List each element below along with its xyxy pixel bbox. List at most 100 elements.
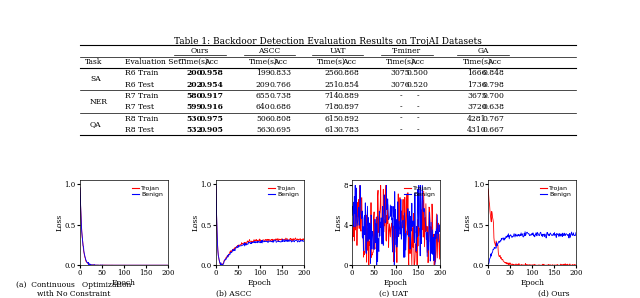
Text: 0.917: 0.917 [199,92,223,100]
Benign [429,236,437,239]
Text: (b) ASCC: (b) ASCC [216,290,252,298]
Text: R6 Train: R6 Train [125,69,158,77]
Trojan [572,263,580,267]
Text: 0.700: 0.700 [483,92,505,100]
Text: 0.958: 0.958 [199,69,223,77]
Trojan [300,237,308,240]
Text: 0.848: 0.848 [483,69,505,77]
Benign [212,183,220,187]
Benign [212,210,220,214]
Trojan [532,263,540,267]
Text: 580: 580 [186,92,202,100]
Y-axis label: Loss: Loss [55,214,63,232]
Benign [517,234,525,237]
Text: 0.667: 0.667 [483,126,505,134]
Text: 202: 202 [186,81,202,89]
Line: Benign: Benign [488,232,576,264]
Trojan [517,263,525,267]
Text: 3720: 3720 [467,103,487,111]
Text: 0.500: 0.500 [406,69,428,77]
Benign [250,240,257,244]
Trojan [91,263,99,267]
Text: Acc: Acc [410,58,424,66]
Benign [485,262,493,266]
Text: Acc: Acc [342,58,356,66]
Text: -: - [399,126,402,134]
X-axis label: Epoch: Epoch [384,279,408,287]
Legend: Trojan, Benign: Trojan, Benign [538,184,573,199]
Legend: Trojan, Benign: Trojan, Benign [402,184,437,199]
Text: 615: 615 [324,114,339,122]
Text: Ours: Ours [191,47,209,55]
Text: -: - [416,92,419,100]
Text: 1666: 1666 [467,69,487,77]
Text: 0.686: 0.686 [269,103,291,111]
Text: 3675: 3675 [467,92,487,100]
Text: 0.638: 0.638 [483,103,505,111]
Text: 563: 563 [256,126,271,134]
X-axis label: Epoch: Epoch [520,279,544,287]
Text: (a)  Continuous   Optimization
with No Constraint: (a) Continuous Optimization with No Cons… [16,281,131,298]
Text: 4281: 4281 [467,114,487,122]
Trojan [76,186,84,190]
Benign [109,263,116,267]
Benign [521,230,529,234]
Benign [300,240,308,243]
Trojan [84,262,92,265]
Trojan [356,184,364,187]
Legend: Trojan, Benign: Trojan, Benign [266,184,301,199]
Text: R6 Test: R6 Test [125,81,154,89]
Trojan [386,229,394,232]
Text: NER: NER [90,98,108,105]
Text: 599: 599 [186,103,202,111]
Text: R7 Train: R7 Train [125,92,158,100]
Text: 200: 200 [186,69,202,77]
Text: Table 1: Backdoor Detection Evaluation Results on TrojAI Datasets: Table 1: Backdoor Detection Evaluation R… [174,37,482,46]
Line: Trojan: Trojan [488,189,576,265]
Text: 655: 655 [256,92,271,100]
Trojan [397,224,404,228]
Text: 640: 640 [256,103,271,111]
Benign [484,262,492,265]
X-axis label: Epoch: Epoch [248,279,272,287]
Text: Task: Task [85,58,102,66]
Text: -: - [416,103,419,111]
Text: Acc: Acc [273,58,287,66]
Text: 0.954: 0.954 [199,81,223,89]
Text: Time(s): Time(s) [180,58,209,66]
Text: 4310: 4310 [467,126,487,134]
Trojan [356,227,364,230]
Benign [397,229,404,233]
Trojan [565,263,573,267]
Text: 0.892: 0.892 [338,114,360,122]
X-axis label: Epoch: Epoch [112,279,136,287]
Text: -: - [399,92,402,100]
Line: Benign: Benign [216,185,304,265]
Text: -: - [416,126,419,134]
Text: Time(s): Time(s) [386,58,415,66]
Benign [293,239,301,243]
Text: 1736: 1736 [467,81,487,89]
Text: 256: 256 [324,69,339,77]
Trojan [124,263,132,267]
Trojan [485,193,493,197]
Text: 613: 613 [324,126,339,134]
Text: 209: 209 [256,81,271,89]
Trojan [250,240,257,243]
Benign [260,240,268,244]
Text: R8 Train: R8 Train [125,114,158,122]
Line: Trojan: Trojan [352,185,440,265]
Text: 0.854: 0.854 [338,81,360,89]
Benign [349,204,356,208]
Benign [566,232,573,236]
Text: 0.905: 0.905 [199,126,223,134]
Text: 0.868: 0.868 [338,69,360,77]
Trojan [109,263,116,267]
Text: Time(s): Time(s) [463,58,492,66]
Text: 0.916: 0.916 [199,103,223,111]
Trojan [522,262,529,265]
Benign [572,231,580,234]
Trojan [218,263,226,267]
Text: 0.897: 0.897 [338,103,360,111]
Text: Acc: Acc [487,58,501,66]
